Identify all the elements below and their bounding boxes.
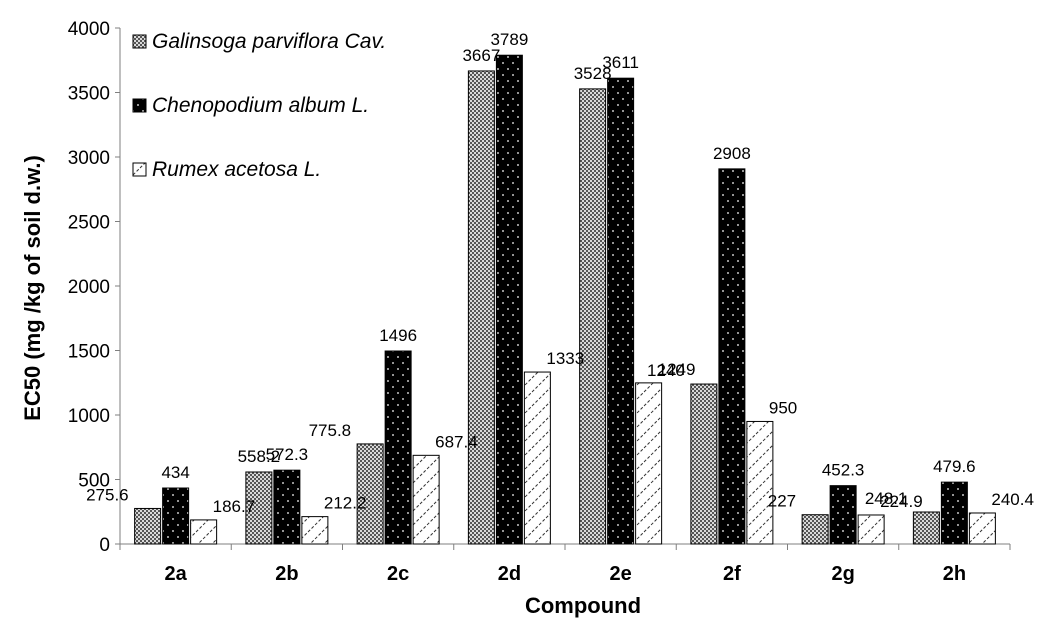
bar-2d-series-1 — [467, 70, 495, 545]
y-tick-label: 4000 — [68, 19, 110, 40]
bar-2e-series-1 — [579, 88, 607, 545]
data-label-2g-series-2: 452.3 — [822, 461, 865, 480]
x-tick-label: 2f — [723, 563, 741, 585]
data-label-2d-series-1: 3667 — [462, 46, 500, 65]
x-tick-label: 2d — [498, 563, 521, 585]
data-label-2b-series-3: 212.2 — [324, 494, 367, 513]
bar-2a-series-3 — [190, 519, 218, 545]
y-axis-ticks: 0 500 1000 1500 2000 2500 3000 3500 4000 — [68, 19, 120, 556]
data-label-2b-series-2: 572.3 — [266, 445, 309, 464]
data-label-2f-series-2: 2908 — [713, 144, 751, 163]
legend-swatch-series-1 — [132, 34, 147, 49]
bar-2g-series-1 — [801, 514, 829, 545]
x-axis-ticks: 2a 2b 2c 2d 2e 2f 2g 2h — [119, 544, 1011, 585]
data-label-2d-series-2: 3789 — [490, 30, 528, 49]
legend-label-series-1: Galinsoga parviflora Cav. — [152, 30, 386, 53]
bar-2f-series-2 — [718, 168, 746, 545]
bar-2e-series-3 — [635, 382, 663, 545]
bar-2h-series-2 — [940, 481, 968, 545]
bar-2a-series-1 — [134, 507, 162, 545]
bar-2c-series-2 — [384, 350, 412, 545]
y-tick-label: 1500 — [68, 342, 110, 363]
bar-2a-series-2 — [162, 487, 190, 545]
bar-2f-series-1 — [690, 383, 718, 545]
x-tick-label: 2e — [610, 563, 632, 585]
data-label-2h-series-3: 240.4 — [991, 490, 1034, 509]
data-label-2h-series-2: 479.6 — [933, 457, 976, 476]
y-tick-label: 3000 — [68, 148, 110, 169]
y-tick-label: 500 — [78, 471, 110, 492]
bars — [134, 54, 996, 545]
x-tick-label: 2h — [943, 563, 966, 585]
bar-2b-series-2 — [273, 469, 301, 545]
data-label-2d-series-3: 1333 — [546, 349, 584, 368]
y-axis-title-group: EC50 (mg /kg of soil d.w.) — [20, 155, 45, 421]
bar-2c-series-1 — [356, 443, 384, 545]
data-label-2g-series-1: 227 — [768, 492, 796, 511]
bar-2h-series-1 — [912, 511, 940, 545]
bar-2g-series-3 — [857, 514, 885, 545]
y-tick-label: 2500 — [68, 213, 110, 234]
data-label-2c-series-3: 687.4 — [435, 432, 478, 451]
x-axis-title: Compound — [525, 593, 641, 618]
data-label-2c-series-2: 1496 — [379, 326, 417, 345]
data-label-2e-series-1: 3528 — [574, 64, 612, 83]
data-label-2a-series-2: 434 — [161, 463, 189, 482]
x-tick-label: 2b — [275, 563, 298, 585]
data-label-2h-series-1: 248.1 — [865, 489, 908, 508]
y-tick-label: 0 — [99, 535, 110, 556]
bar-2c-series-3 — [412, 454, 440, 545]
legend-label-series-2: Chenopodium album L. — [152, 94, 369, 117]
y-tick-label: 3500 — [68, 84, 110, 105]
legend-swatch-series-3 — [132, 162, 147, 177]
legend-label-series-3: Rumex acetosa L. — [152, 158, 321, 181]
y-tick-label: 1000 — [68, 406, 110, 427]
bar-2d-series-3 — [523, 371, 551, 545]
y-tick-label: 2000 — [68, 277, 110, 298]
legend-swatch-series-2 — [132, 98, 147, 113]
bar-2d-series-2 — [495, 54, 523, 545]
bar-2h-series-3 — [968, 512, 996, 545]
data-label-2g-series-3: 224.9 — [880, 492, 923, 511]
data-label-2f-series-1: 1240 — [647, 361, 685, 380]
data-label-2e-series-2: 3611 — [602, 53, 639, 72]
bar-2g-series-2 — [829, 485, 857, 545]
data-label-2b-series-1: 558.2 — [238, 447, 281, 466]
data-label-2f-series-3: 950 — [769, 398, 797, 417]
x-tick-label: 2g — [831, 563, 854, 585]
bar-2f-series-3 — [746, 420, 774, 545]
bar-2e-series-2 — [607, 77, 635, 545]
data-label-2e-series-3: 1249 — [658, 360, 696, 379]
data-label-2c-series-1: 775.8 — [309, 421, 352, 440]
legend: Galinsoga parviflora Cav. Chenopodium alb… — [132, 30, 386, 181]
y-axis-title: EC50 (mg /kg of soil d.w.) — [20, 155, 45, 421]
data-label-2a-series-3: 186.7 — [213, 497, 256, 516]
bar-2b-series-3 — [301, 516, 329, 545]
bar-2b-series-1 — [245, 471, 273, 545]
data-label-2a-series-1: 275.6 — [86, 485, 129, 504]
x-tick-label: 2c — [387, 563, 409, 585]
x-tick-label: 2a — [165, 563, 188, 585]
